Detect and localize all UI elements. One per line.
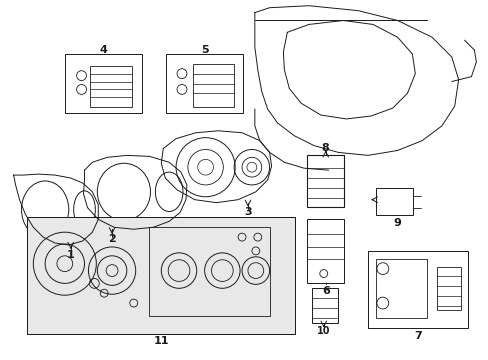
Text: 1: 1 bbox=[67, 250, 75, 260]
Bar bbox=[192, 64, 234, 107]
Text: 7: 7 bbox=[413, 330, 421, 341]
Bar bbox=[27, 217, 295, 334]
Text: 2: 2 bbox=[108, 234, 116, 244]
Text: 4: 4 bbox=[99, 45, 107, 55]
Text: 10: 10 bbox=[316, 326, 330, 336]
Text: 6: 6 bbox=[321, 286, 329, 296]
Bar bbox=[166, 54, 243, 113]
Bar bbox=[306, 156, 344, 207]
Text: 9: 9 bbox=[393, 218, 401, 228]
Bar bbox=[311, 288, 337, 323]
Bar bbox=[367, 251, 468, 328]
Bar bbox=[375, 259, 426, 318]
Bar bbox=[436, 267, 460, 310]
Bar bbox=[65, 54, 142, 113]
Text: 11: 11 bbox=[153, 337, 169, 346]
Bar bbox=[375, 188, 412, 215]
Text: 5: 5 bbox=[201, 45, 208, 55]
Bar bbox=[306, 219, 344, 283]
Bar bbox=[90, 66, 131, 107]
Bar bbox=[27, 217, 295, 334]
Bar bbox=[149, 227, 269, 316]
Text: 3: 3 bbox=[244, 207, 251, 217]
Text: 8: 8 bbox=[321, 144, 329, 153]
